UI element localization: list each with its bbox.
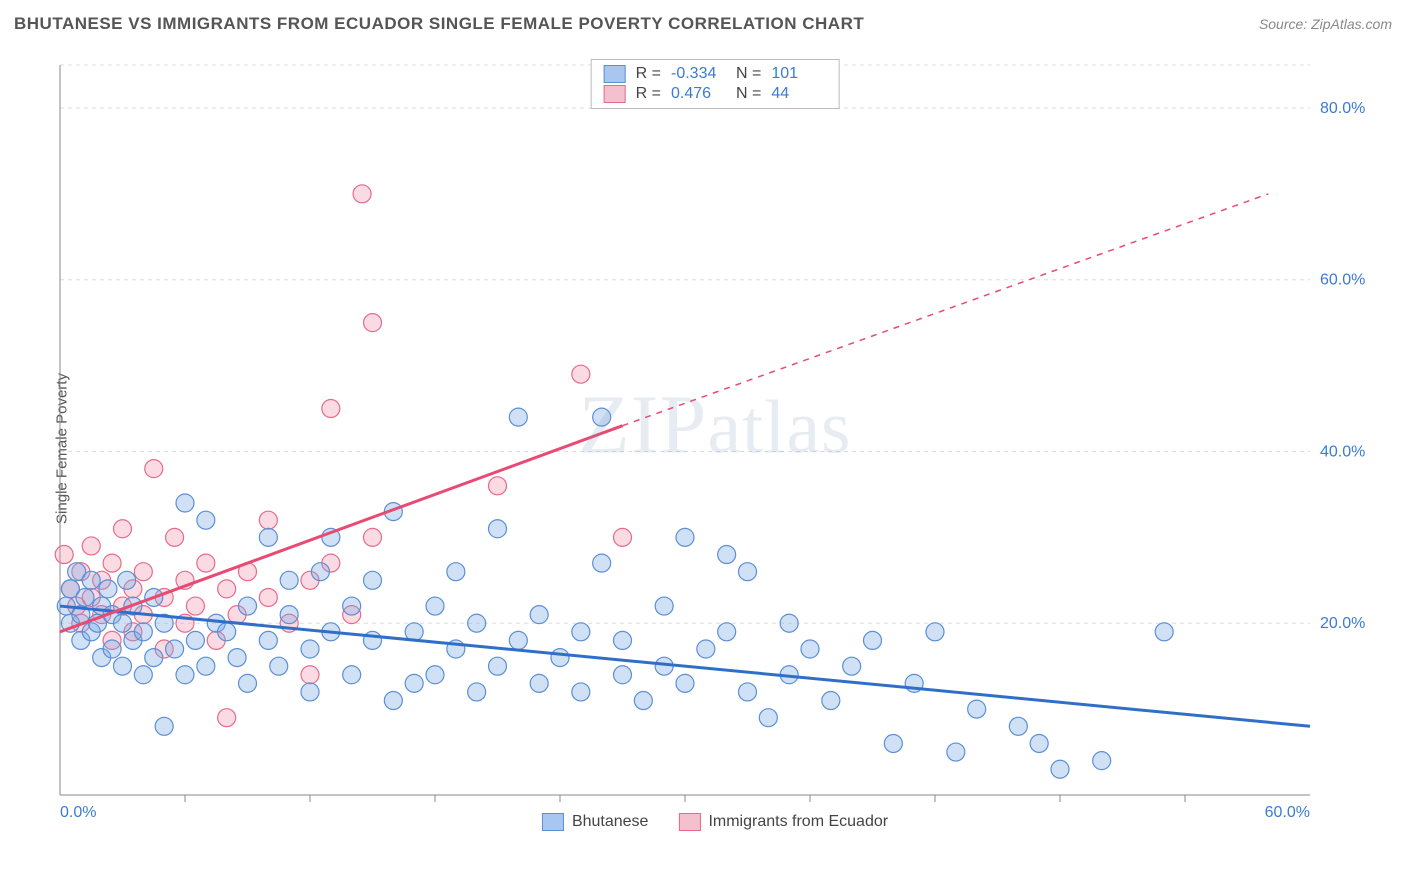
r-value-blue: -0.334 bbox=[671, 65, 726, 83]
legend-swatch-pink bbox=[678, 813, 700, 831]
r-label: R = bbox=[636, 65, 661, 83]
chart-title: BHUTANESE VS IMMIGRANTS FROM ECUADOR SIN… bbox=[14, 14, 864, 34]
source-attribution: Source: ZipAtlas.com bbox=[1259, 16, 1392, 32]
legend-item-pink: Immigrants from Ecuador bbox=[678, 813, 888, 831]
svg-text:0.0%: 0.0% bbox=[60, 804, 96, 821]
r-label: R = bbox=[636, 85, 661, 103]
chart-svg: 20.0% 40.0% 60.0% 80.0% 0.0% 60.0% bbox=[50, 55, 1380, 825]
swatch-pink bbox=[604, 85, 626, 103]
legend-label-blue: Bhutanese bbox=[572, 813, 649, 831]
swatch-blue bbox=[604, 65, 626, 83]
plot-area: Single Female Poverty R = -0.334 N = 101… bbox=[50, 55, 1380, 825]
correlation-stats-box: R = -0.334 N = 101 R = 0.476 N = 44 bbox=[591, 59, 840, 109]
stats-row-pink: R = 0.476 N = 44 bbox=[604, 84, 827, 104]
n-value-pink: 44 bbox=[771, 85, 826, 103]
n-label: N = bbox=[736, 85, 761, 103]
svg-text:40.0%: 40.0% bbox=[1320, 443, 1365, 460]
r-value-pink: 0.476 bbox=[671, 85, 726, 103]
svg-text:60.0%: 60.0% bbox=[1265, 804, 1310, 821]
n-value-blue: 101 bbox=[771, 65, 826, 83]
svg-text:80.0%: 80.0% bbox=[1320, 100, 1365, 117]
legend: Bhutanese Immigrants from Ecuador bbox=[534, 813, 896, 831]
svg-text:60.0%: 60.0% bbox=[1320, 272, 1365, 289]
n-label: N = bbox=[736, 65, 761, 83]
legend-label-pink: Immigrants from Ecuador bbox=[708, 813, 888, 831]
legend-item-blue: Bhutanese bbox=[542, 813, 649, 831]
svg-text:20.0%: 20.0% bbox=[1320, 615, 1365, 632]
stats-row-blue: R = -0.334 N = 101 bbox=[604, 64, 827, 84]
legend-swatch-blue bbox=[542, 813, 564, 831]
